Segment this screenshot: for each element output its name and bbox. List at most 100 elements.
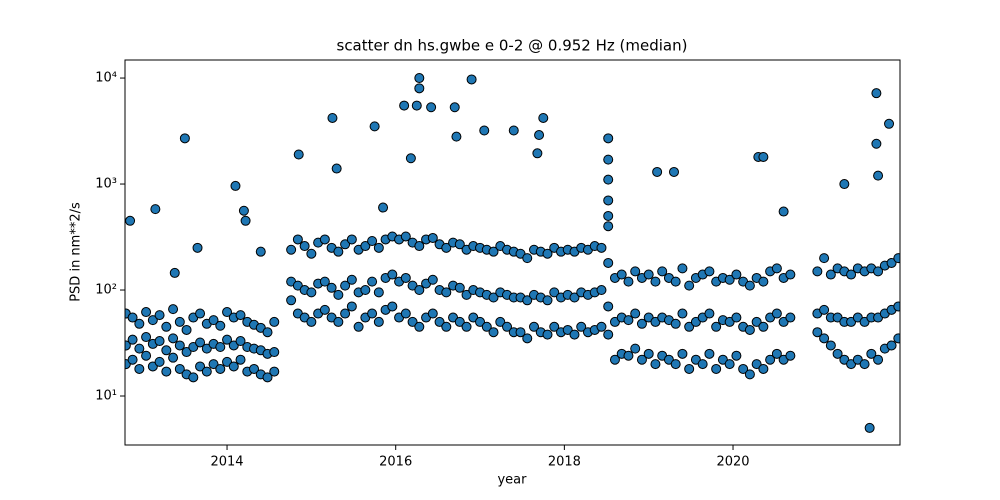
scatter-point [630, 343, 641, 354]
scatter-point [832, 348, 843, 359]
scatter-point [576, 321, 587, 332]
scatter-point [758, 321, 769, 332]
scatter-point [360, 285, 371, 296]
scatter-point [508, 125, 519, 136]
scatter-point [623, 276, 634, 287]
scatter-point [596, 321, 607, 332]
scatter-point [208, 315, 219, 326]
scatter-point [222, 307, 233, 318]
scatter-point [711, 321, 722, 332]
scatter-point [495, 316, 506, 327]
scatter-point [886, 257, 897, 268]
scatter-point [724, 274, 735, 285]
scatter-point [319, 234, 330, 245]
scatter-point [650, 359, 661, 370]
scatter-point [134, 343, 145, 354]
scatter-point [378, 202, 389, 213]
scatter-point [684, 280, 695, 291]
scatter-point [677, 308, 688, 319]
scatter-point [549, 321, 560, 332]
scatter-point [249, 363, 260, 374]
axes-frame [124, 59, 901, 446]
scatter-point [758, 151, 769, 162]
scatter-point [161, 366, 172, 377]
scatter-point [414, 73, 425, 84]
scatter-point [744, 369, 755, 380]
scatter-point [367, 308, 378, 319]
x-axis-label: year [497, 473, 527, 488]
scatter-point [179, 133, 190, 144]
scatter-point [387, 301, 398, 312]
scatter-point [603, 195, 614, 206]
scatter-point [534, 130, 545, 141]
scatter-point [353, 321, 364, 332]
scatter-point [738, 363, 749, 374]
scatter-point [812, 327, 823, 338]
scatter-point [306, 248, 317, 259]
scatter-point [154, 310, 165, 321]
scatter-point [222, 334, 233, 345]
scatter-point [441, 242, 452, 253]
scatter-point [240, 215, 251, 226]
scatter-point [195, 337, 206, 348]
scatter-point [405, 153, 416, 164]
scatter-point [650, 276, 661, 287]
scatter-point [466, 74, 477, 85]
scatter-point [630, 308, 641, 319]
scatter-point [704, 348, 715, 359]
scatter-point [630, 266, 641, 277]
scatter-point [677, 348, 688, 359]
scatter-point [871, 138, 882, 149]
scatter-point [744, 324, 755, 335]
scatter-point [125, 215, 136, 226]
scatter-point [758, 363, 769, 374]
scatter-point [373, 242, 384, 253]
scatter-point [873, 266, 884, 277]
scatter-point [215, 363, 226, 374]
scatter-point [427, 308, 438, 319]
scatter-point [333, 246, 344, 257]
scatter-point [367, 276, 378, 287]
scatter-point [319, 304, 330, 315]
scatter-point [871, 88, 882, 99]
scatter-point [222, 356, 233, 367]
scatter-point [454, 239, 465, 250]
scatter-point [346, 274, 357, 285]
scatter-point [670, 318, 681, 329]
scatter-point [400, 231, 411, 242]
scatter-point [407, 316, 418, 327]
scatter-point [192, 242, 203, 253]
scatter-point [529, 321, 540, 332]
scatter-point [684, 321, 695, 332]
scatter-point [195, 361, 206, 372]
scatter-point [269, 347, 280, 358]
scatter-point [812, 266, 823, 277]
scatter-point [785, 350, 796, 361]
scatter-point [603, 133, 614, 144]
scatter-point [127, 354, 138, 365]
scatter-point [427, 274, 438, 285]
scatter-point [174, 363, 185, 374]
scatter-point [785, 269, 796, 280]
scatter-point [208, 359, 219, 370]
scatter-point [603, 221, 614, 232]
scatter-point [684, 363, 695, 374]
scatter-point [488, 292, 499, 303]
scatter-point [532, 148, 543, 159]
scatter-point [255, 246, 266, 257]
scatter-point [731, 269, 742, 280]
scatter-point [596, 285, 607, 296]
scatter-point [481, 321, 492, 332]
scatter-point [319, 276, 330, 287]
scatter-point [215, 342, 226, 353]
plot-area [125, 73, 900, 433]
scatter-point [657, 266, 668, 277]
scatter-point [819, 304, 830, 315]
scatter-point [677, 263, 688, 274]
scatter-point [771, 308, 782, 319]
scatter-point [326, 282, 337, 293]
scatter-point [751, 359, 762, 370]
scatter-point [340, 308, 351, 319]
scatter-point [542, 329, 553, 340]
scatter-point [127, 334, 138, 345]
